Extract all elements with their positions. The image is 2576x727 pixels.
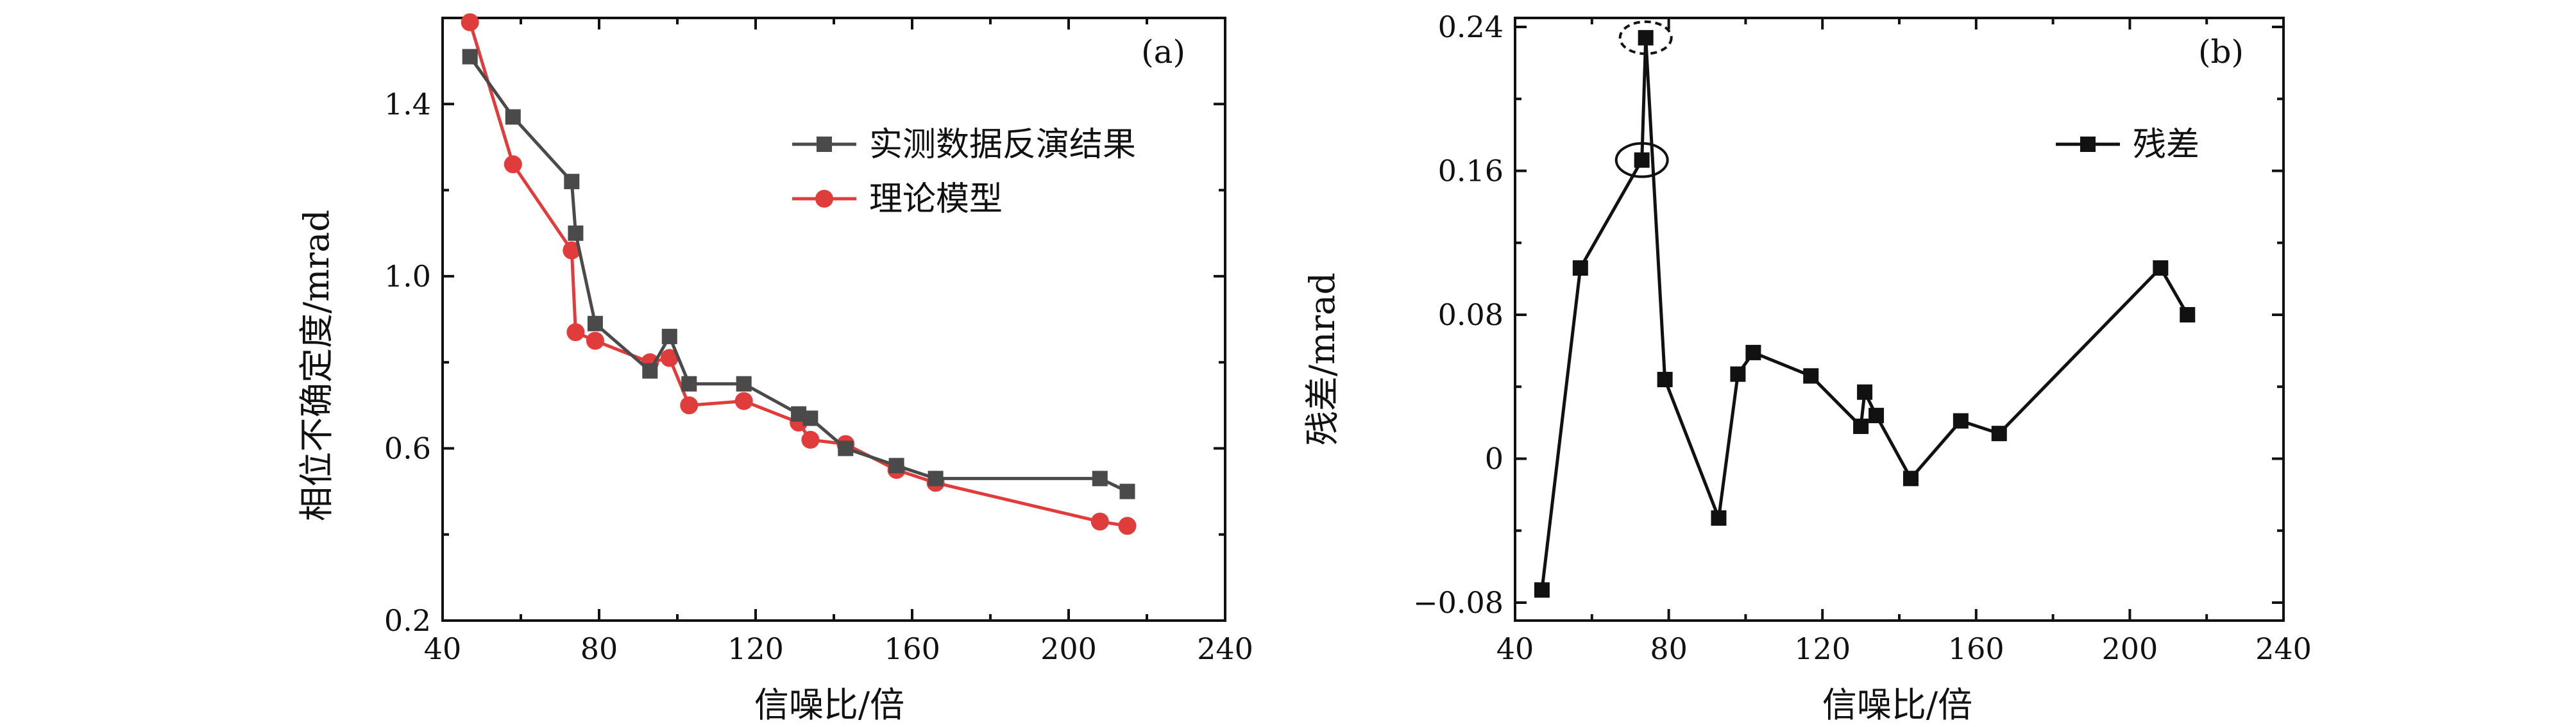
x-tick-label: 40	[1496, 631, 1534, 666]
y-tick-label: −0.08	[1413, 585, 1504, 620]
series-line	[468, 21, 1128, 528]
x-axis-label-a: 信噪比/倍	[754, 685, 904, 725]
plot-frame	[1514, 17, 2285, 622]
data-point	[1857, 384, 1873, 400]
data-point	[461, 13, 479, 31]
x-tick-label: 120	[727, 631, 784, 666]
data-point	[1902, 471, 1919, 487]
data-point	[1711, 510, 1727, 526]
panel-label-a: (a)	[1141, 33, 1185, 71]
data-point	[586, 331, 604, 350]
data-point	[801, 431, 820, 449]
data-point	[928, 471, 944, 487]
data-point	[642, 363, 658, 379]
data-point	[1534, 582, 1550, 598]
x-tick-label: 160	[1948, 631, 2004, 666]
legend-swatch-marker	[815, 190, 833, 208]
y-tick-label: 1.4	[384, 87, 431, 121]
x-tick-label: 40	[424, 631, 462, 666]
y-tick-label: 1.0	[384, 259, 431, 294]
data-point	[1092, 471, 1108, 487]
y-tick-label: 0.08	[1438, 297, 1504, 332]
data-point	[1638, 29, 1654, 46]
data-point	[1853, 418, 1869, 434]
x-tick-label: 120	[1794, 631, 1851, 666]
legend-label: 理论模型	[869, 180, 1003, 219]
y-axis-label-b: 残差/mrad	[1302, 272, 1343, 446]
chart-panel-b: (b) 信噪比/倍 残差/mrad 40 80 120 160 200 240 −0.08 0…	[1302, 10, 2312, 725]
data-point	[505, 109, 521, 125]
data-point	[587, 315, 603, 331]
data-point	[1090, 512, 1109, 531]
annotation-dashed-ellipse	[1618, 20, 1673, 55]
legend-label: 残差	[2133, 126, 2199, 164]
panel-label-b: (b)	[2198, 33, 2244, 71]
x-tick-label: 200	[1040, 631, 1097, 666]
y-tick-label: 0.2	[384, 603, 431, 638]
legend-swatch-marker	[817, 137, 832, 152]
data-point	[1657, 372, 1673, 387]
data-point	[681, 376, 697, 392]
x-tick-label: 80	[1650, 631, 1688, 666]
data-point	[1745, 344, 1761, 360]
x-axis-label-b: 信噪比/倍	[1822, 685, 1972, 725]
data-point	[661, 328, 677, 344]
data-point	[1803, 368, 1819, 384]
data-point	[566, 323, 585, 342]
data-point	[734, 392, 753, 410]
y-axis-label-a: 相位不确定度/mrad	[296, 210, 337, 521]
legend-label: 实测数据反演结果	[869, 126, 1136, 164]
plot-frame	[441, 17, 1226, 622]
data-point	[1991, 426, 2007, 442]
data-point	[802, 410, 818, 426]
data-point	[1119, 483, 1135, 499]
y-tick-label: 0.6	[384, 431, 431, 465]
data-point	[1118, 517, 1137, 535]
data-point	[736, 376, 752, 392]
x-tick-label: 240	[2255, 631, 2312, 666]
x-tick-label: 240	[1197, 631, 1253, 666]
y-tick-label: 0.16	[1438, 154, 1504, 188]
data-point	[564, 174, 580, 190]
data-point	[568, 225, 584, 241]
data-point	[2153, 260, 2169, 276]
x-tick-label: 200	[2101, 631, 2158, 666]
x-tick-label: 160	[884, 631, 940, 666]
series-line	[468, 55, 1128, 493]
data-point	[1953, 413, 1969, 429]
data-point	[1634, 152, 1650, 168]
chart-panel-a: (a) 信噪比/倍 相位不确定度/mrad 40 80 120 160 200 240 0.…	[296, 13, 1253, 725]
data-point	[563, 241, 581, 260]
data-point	[1868, 408, 1885, 424]
y-tick-label: 0.24	[1438, 10, 1504, 44]
data-point	[680, 396, 699, 415]
y-tick-label: 0	[1485, 441, 1504, 476]
data-point	[660, 349, 679, 367]
data-point	[888, 458, 904, 474]
series-line	[1540, 37, 2189, 590]
data-point	[1572, 260, 1588, 276]
data-point	[1730, 366, 1746, 382]
data-point	[504, 155, 522, 174]
data-point	[838, 440, 854, 456]
annotation-solid-ellipse	[1614, 142, 1669, 178]
legend-swatch-marker	[2080, 137, 2096, 152]
data-point	[462, 49, 478, 65]
x-tick-label: 80	[580, 631, 618, 666]
data-point	[2180, 306, 2196, 322]
